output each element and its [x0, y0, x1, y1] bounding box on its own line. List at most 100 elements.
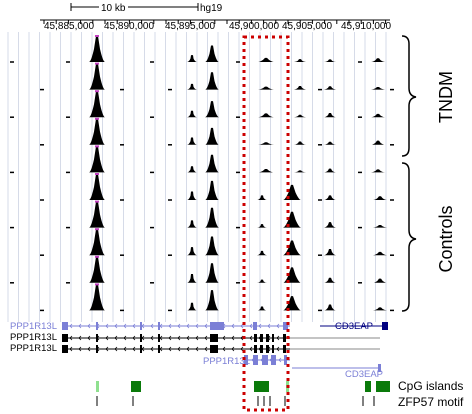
signal-peak [205, 72, 219, 90]
signal-peak [187, 137, 197, 145]
strand-arrow [204, 346, 208, 352]
signal-peak [257, 224, 267, 228]
strand-arrow [168, 323, 172, 329]
signal-peak [283, 211, 301, 228]
signal-peak [371, 58, 385, 62]
signal-peak [89, 91, 105, 118]
signal-peak [187, 83, 197, 90]
gene-exon [254, 334, 257, 342]
signal-track [40, 117, 394, 146]
strand-arrow [132, 335, 136, 341]
gene-exon [272, 345, 274, 353]
gene-exon [253, 322, 257, 330]
signal-peak [89, 118, 105, 145]
peak-marker [95, 90, 99, 93]
strand-arrow [132, 323, 136, 329]
position-label: 45,895,000 [165, 21, 215, 32]
gene-exon [284, 355, 287, 365]
gene-exon [210, 345, 218, 353]
gene-exon [96, 345, 98, 353]
gene-exon [62, 345, 68, 353]
peak-marker [95, 62, 99, 65]
strand-arrow [150, 335, 154, 341]
signal-peak [371, 140, 385, 145]
position-label: 45,905,000 [282, 21, 332, 32]
strand-arrow [276, 323, 280, 329]
strand-arrow [123, 346, 127, 352]
signal-track [40, 228, 394, 256]
gene-label-ppp1r13l-lower: PPP1R13L [203, 356, 250, 367]
signal-peak [294, 85, 306, 90]
cpg-island [376, 381, 390, 392]
signal-peak [257, 279, 267, 283]
strand-arrow [78, 346, 82, 352]
signal-peak [205, 45, 219, 62]
signal-peak [257, 250, 267, 256]
strand-arrow [186, 346, 190, 352]
strand-arrow [168, 346, 172, 352]
signal-peak [283, 240, 301, 256]
strand-arrow [195, 323, 199, 329]
gene-exon [244, 355, 248, 365]
strand-arrow [150, 346, 154, 352]
signal-peak [187, 247, 197, 256]
signal-peak [371, 113, 385, 118]
peak-marker [95, 145, 99, 148]
strand-arrow [150, 323, 154, 329]
signal-peak [371, 169, 385, 173]
gene-exon [272, 334, 274, 342]
gene-exon [62, 322, 68, 330]
tndm-bracket [401, 35, 417, 157]
signal-peak [283, 296, 301, 311]
strand-arrow [231, 346, 235, 352]
strand-arrow [258, 323, 262, 329]
strand-arrow [114, 323, 118, 329]
signal-peak [89, 201, 105, 228]
tndm-label: TNDM [436, 71, 456, 123]
signal-peak [324, 59, 336, 62]
signal-peak [187, 110, 197, 118]
gene-exon [283, 322, 288, 330]
signal-peak [373, 307, 387, 311]
vertical-gridlines [7, 32, 387, 322]
strand-arrow [186, 323, 190, 329]
strand-arrow [123, 323, 127, 329]
gene-exon [62, 334, 68, 342]
peak-marker [95, 283, 99, 286]
signal-peak [205, 263, 219, 283]
signal-peak [373, 251, 387, 256]
signal-peak [187, 273, 197, 283]
gene-exon [266, 345, 269, 353]
gene-exon [140, 345, 142, 353]
signal-peak [283, 184, 301, 200]
strand-arrow [231, 335, 235, 341]
signal-peak [187, 220, 197, 228]
position-label: 45,885,000 [44, 21, 94, 32]
strand-arrow [132, 346, 136, 352]
gene-exon [254, 345, 257, 353]
signal-peak [205, 236, 219, 256]
cpg-island [365, 381, 371, 392]
signal-peak [205, 154, 219, 173]
strand-arrow [186, 335, 190, 341]
signal-peak [324, 141, 336, 145]
peak-marker [95, 200, 99, 203]
gene-exon [158, 322, 160, 330]
signal-track [10, 200, 387, 229]
strand-arrow [195, 335, 199, 341]
signal-peak [294, 170, 306, 173]
signal-peak [294, 59, 306, 62]
strand-arrow [87, 323, 91, 329]
signal-peak [187, 166, 197, 173]
controls-label: Controls [436, 205, 456, 272]
gene-exon [260, 334, 263, 342]
peak-marker [95, 173, 99, 175]
scale-label: 10 kb [101, 3, 126, 14]
signal-peak [257, 306, 267, 311]
gene-exon [210, 322, 224, 330]
assembly-label: hg19 [200, 3, 223, 14]
signal-peak [187, 55, 197, 62]
signal-peak [324, 277, 336, 283]
signal-peak [89, 284, 105, 311]
position-label: 45,890,000 [104, 21, 154, 32]
